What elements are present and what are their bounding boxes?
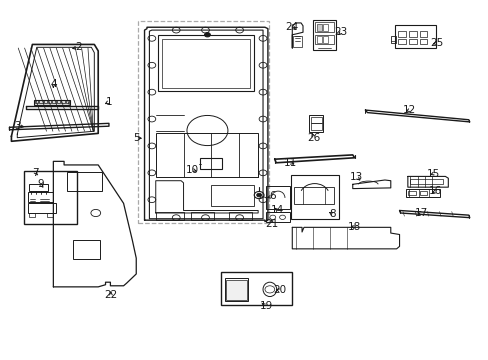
Bar (138, 22, 268, 223)
Bar (24, 171, 77, 224)
Bar (316, 24, 321, 31)
Bar (407, 192, 415, 195)
Bar (408, 39, 416, 44)
Text: 13: 13 (349, 172, 363, 182)
Bar (294, 187, 333, 204)
Bar (156, 212, 183, 220)
Bar (225, 280, 247, 300)
Text: 7: 7 (32, 168, 39, 178)
Bar (27, 203, 56, 213)
Text: 16: 16 (428, 186, 441, 197)
Bar (35, 100, 38, 103)
Bar (156, 134, 258, 177)
Bar (310, 117, 321, 123)
Bar (73, 240, 100, 259)
Bar (419, 192, 427, 195)
Bar (57, 100, 60, 103)
Bar (47, 213, 53, 217)
Text: 3: 3 (15, 121, 21, 131)
Bar (34, 100, 70, 105)
Bar (409, 179, 443, 184)
Bar (419, 39, 427, 44)
Bar (66, 172, 102, 192)
Bar (315, 22, 333, 32)
Bar (48, 100, 51, 103)
Bar (61, 100, 64, 103)
Bar (323, 24, 328, 31)
Bar (199, 158, 221, 168)
Text: 15: 15 (426, 168, 439, 179)
Bar (323, 36, 328, 42)
Text: 20: 20 (272, 285, 285, 296)
Bar (406, 189, 439, 197)
Bar (316, 36, 321, 42)
Bar (27, 192, 53, 202)
Text: 9: 9 (37, 179, 44, 189)
Bar (397, 39, 405, 44)
Bar (394, 25, 435, 48)
Text: 21: 21 (264, 219, 278, 229)
Bar (312, 20, 335, 50)
Text: 24: 24 (285, 22, 298, 32)
Bar (308, 116, 323, 132)
Text: 10: 10 (186, 165, 199, 175)
Bar (29, 213, 35, 217)
Text: 14: 14 (270, 206, 284, 216)
Text: 8: 8 (328, 209, 335, 219)
Bar (290, 175, 338, 219)
Bar (266, 186, 289, 210)
Text: 5: 5 (133, 133, 139, 143)
Bar (228, 212, 252, 220)
Bar (293, 36, 302, 46)
Bar (158, 36, 254, 91)
Bar (52, 100, 56, 103)
Bar (221, 272, 291, 305)
Text: 11: 11 (284, 158, 297, 168)
Bar (310, 123, 321, 130)
Text: 6: 6 (269, 191, 276, 201)
Text: 22: 22 (104, 291, 117, 301)
Text: 1: 1 (105, 97, 112, 107)
Text: 4: 4 (50, 79, 57, 89)
Bar (266, 212, 289, 222)
Bar (65, 100, 69, 103)
Text: 19: 19 (259, 301, 272, 311)
Bar (419, 31, 427, 37)
Text: 25: 25 (429, 38, 443, 48)
Bar (315, 35, 333, 44)
Bar (190, 212, 214, 220)
Text: 17: 17 (413, 208, 427, 218)
Text: 2: 2 (75, 42, 82, 52)
Bar (161, 39, 250, 88)
Bar (43, 100, 47, 103)
Text: 12: 12 (402, 105, 415, 115)
Bar (408, 31, 416, 37)
Circle shape (256, 193, 261, 197)
Text: 18: 18 (347, 222, 361, 232)
Circle shape (204, 33, 210, 37)
Text: 23: 23 (334, 27, 347, 37)
Bar (29, 184, 48, 192)
Bar (390, 36, 395, 43)
Bar (224, 278, 248, 301)
Bar (39, 100, 42, 103)
Text: 26: 26 (306, 133, 320, 143)
Bar (397, 31, 405, 37)
Bar (211, 185, 254, 206)
